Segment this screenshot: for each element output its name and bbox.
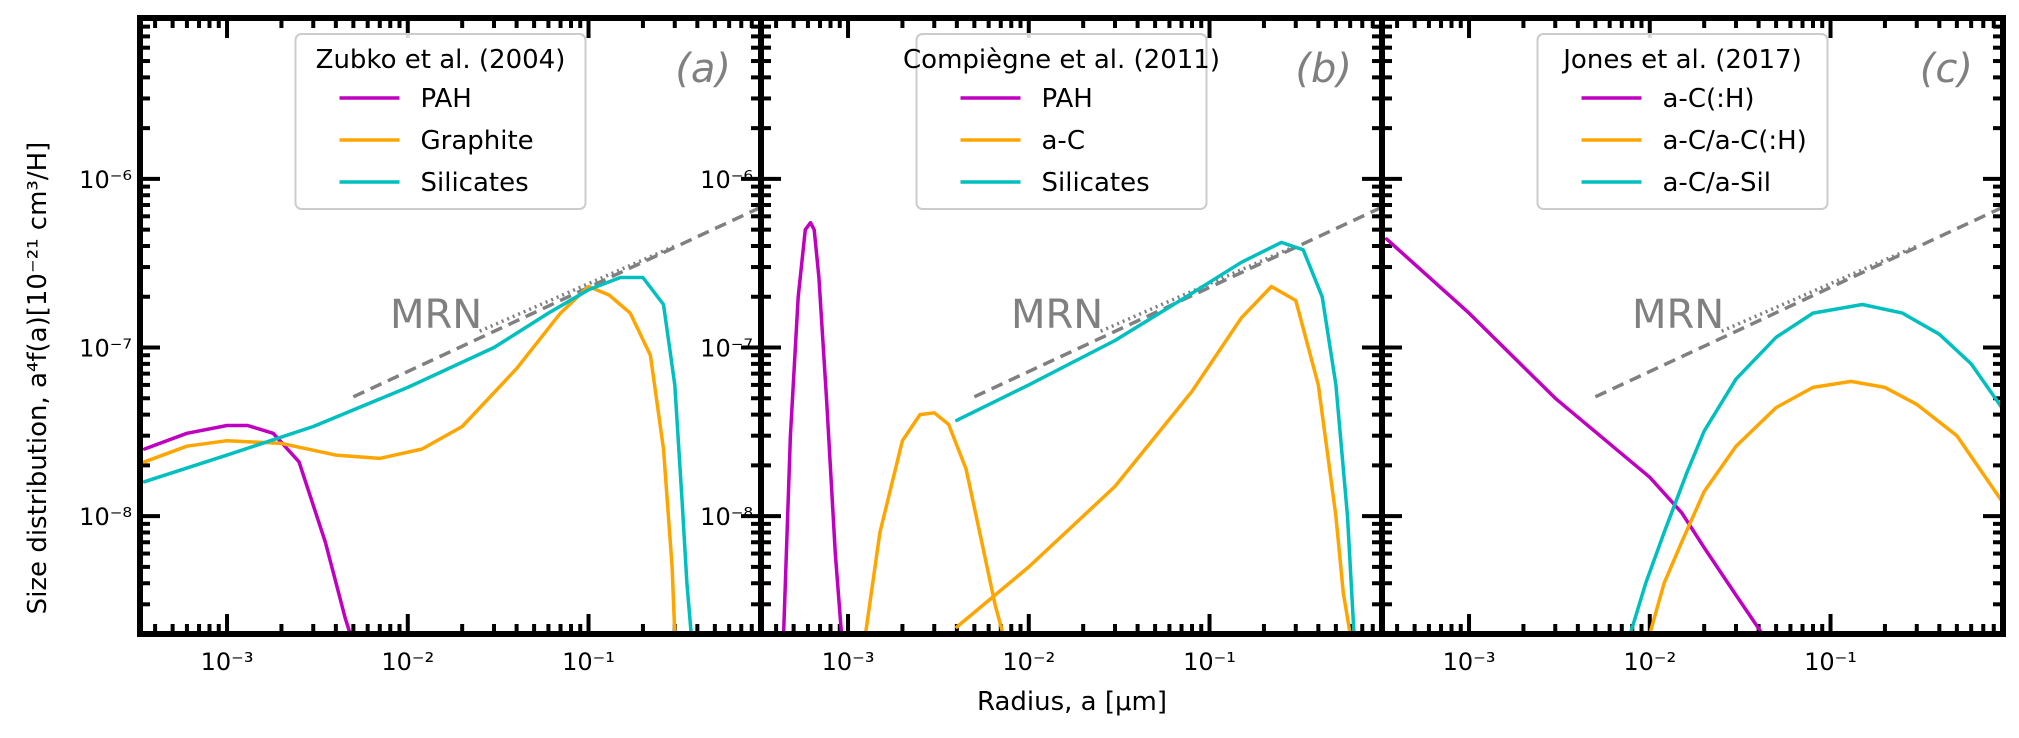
legend-entry: Graphite [421, 126, 534, 156]
y-axis-label: Size distribution, a⁴f(a)[10⁻²¹ cm³/H] [23, 142, 53, 615]
series-line [863, 411, 1005, 634]
legend-entry: a-C/a-C(:H) [1663, 126, 1807, 156]
series-line [1648, 379, 2003, 634]
panel-label: (b) [1295, 46, 1352, 92]
plot-area [781, 205, 1382, 634]
series-line [955, 284, 1352, 634]
axes-layer: 10⁻³ 10⁻² 10⁻¹ 10⁻⁶ 10⁻⁷ 10⁻⁸ MRN (a) Zubko et a… [79, 15, 2006, 676]
series-line [142, 275, 693, 634]
series-line [1384, 237, 1765, 634]
x-tick-label: 10⁻² [1623, 648, 1676, 676]
plot-area [1384, 205, 2003, 634]
series-line [781, 220, 844, 634]
legend-entry: Silicates [421, 168, 529, 198]
mrn-label: MRN [390, 292, 482, 338]
legend-title: Compiègne et al. (2011) [903, 45, 1220, 75]
legend-box [915, 33, 1208, 210]
series-line [142, 284, 677, 634]
panel-1: 10⁻³ 10⁻² 10⁻¹ 10⁻⁶ 10⁻⁷ 10⁻⁸ MRN (a) Zubko et a… [79, 15, 764, 676]
series-line [955, 240, 1356, 634]
plot-area [142, 205, 761, 634]
legend: Zubko et al. (2004) PAH Graphite Silicates [294, 33, 587, 210]
legend-title: Jones et al. (2017) [1561, 45, 1801, 75]
x-tick-label: 10⁻² [1002, 648, 1055, 676]
mrn-label: MRN [1011, 292, 1103, 338]
x-axis-label: Radius, a [μm] [977, 687, 1167, 717]
legend: Jones et al. (2017) a-C(:H) a-C/a-C(:H) a-C… [1536, 33, 1829, 210]
legend-title: Zubko et al. (2004) [316, 45, 566, 75]
legend-entry: Silicates [1042, 168, 1150, 198]
x-tick-label: 10⁻¹ [1804, 648, 1857, 676]
panel-3: 10⁻³ 10⁻² 10⁻¹ MRN (c) Jones et al. (2017) a-C… [1379, 15, 2006, 676]
panel-label: (a) [675, 46, 731, 92]
mrn-dotted-line [479, 244, 676, 333]
panel-2: 10⁻³ 10⁻² 10⁻¹ 10⁻⁶ 10⁻⁷ 10⁻⁸ MRN (b) Compiègne … [700, 15, 1385, 676]
x-tick-label: 10⁻¹ [1183, 648, 1236, 676]
legend-box [1536, 33, 1829, 210]
legend: Compiègne et al. (2011) PAH a-C Silicates [903, 33, 1220, 210]
legend-entry: a-C [1042, 126, 1085, 156]
series-line [142, 423, 352, 634]
legend-entry: PAH [1042, 84, 1093, 114]
y-tick-label: 10⁻⁷ [700, 335, 753, 363]
axes-frame [1379, 15, 2006, 637]
mrn-dotted-line [1721, 244, 1918, 333]
x-tick-label: 10⁻³ [201, 648, 254, 676]
mrn-label: MRN [1632, 292, 1724, 338]
series-line [1628, 302, 2003, 634]
y-tick-label: 10⁻⁸ [79, 503, 132, 531]
panel-label: (c) [1920, 46, 1973, 92]
legend-entry: PAH [421, 84, 472, 114]
y-tick-label: 10⁻⁶ [79, 166, 132, 194]
y-tick-label: 10⁻⁷ [79, 335, 132, 363]
legend-entry: a-C/a-Sil [1663, 168, 1772, 198]
x-tick-label: 10⁻¹ [562, 648, 615, 676]
y-tick-label: 10⁻⁶ [700, 166, 753, 194]
x-tick-label: 10⁻² [381, 648, 434, 676]
x-tick-label: 10⁻³ [1443, 648, 1496, 676]
x-tick-label: 10⁻³ [822, 648, 875, 676]
legend-box [294, 33, 587, 210]
y-tick-label: 10⁻⁸ [700, 503, 753, 531]
legend-entry: a-C(:H) [1663, 84, 1755, 114]
